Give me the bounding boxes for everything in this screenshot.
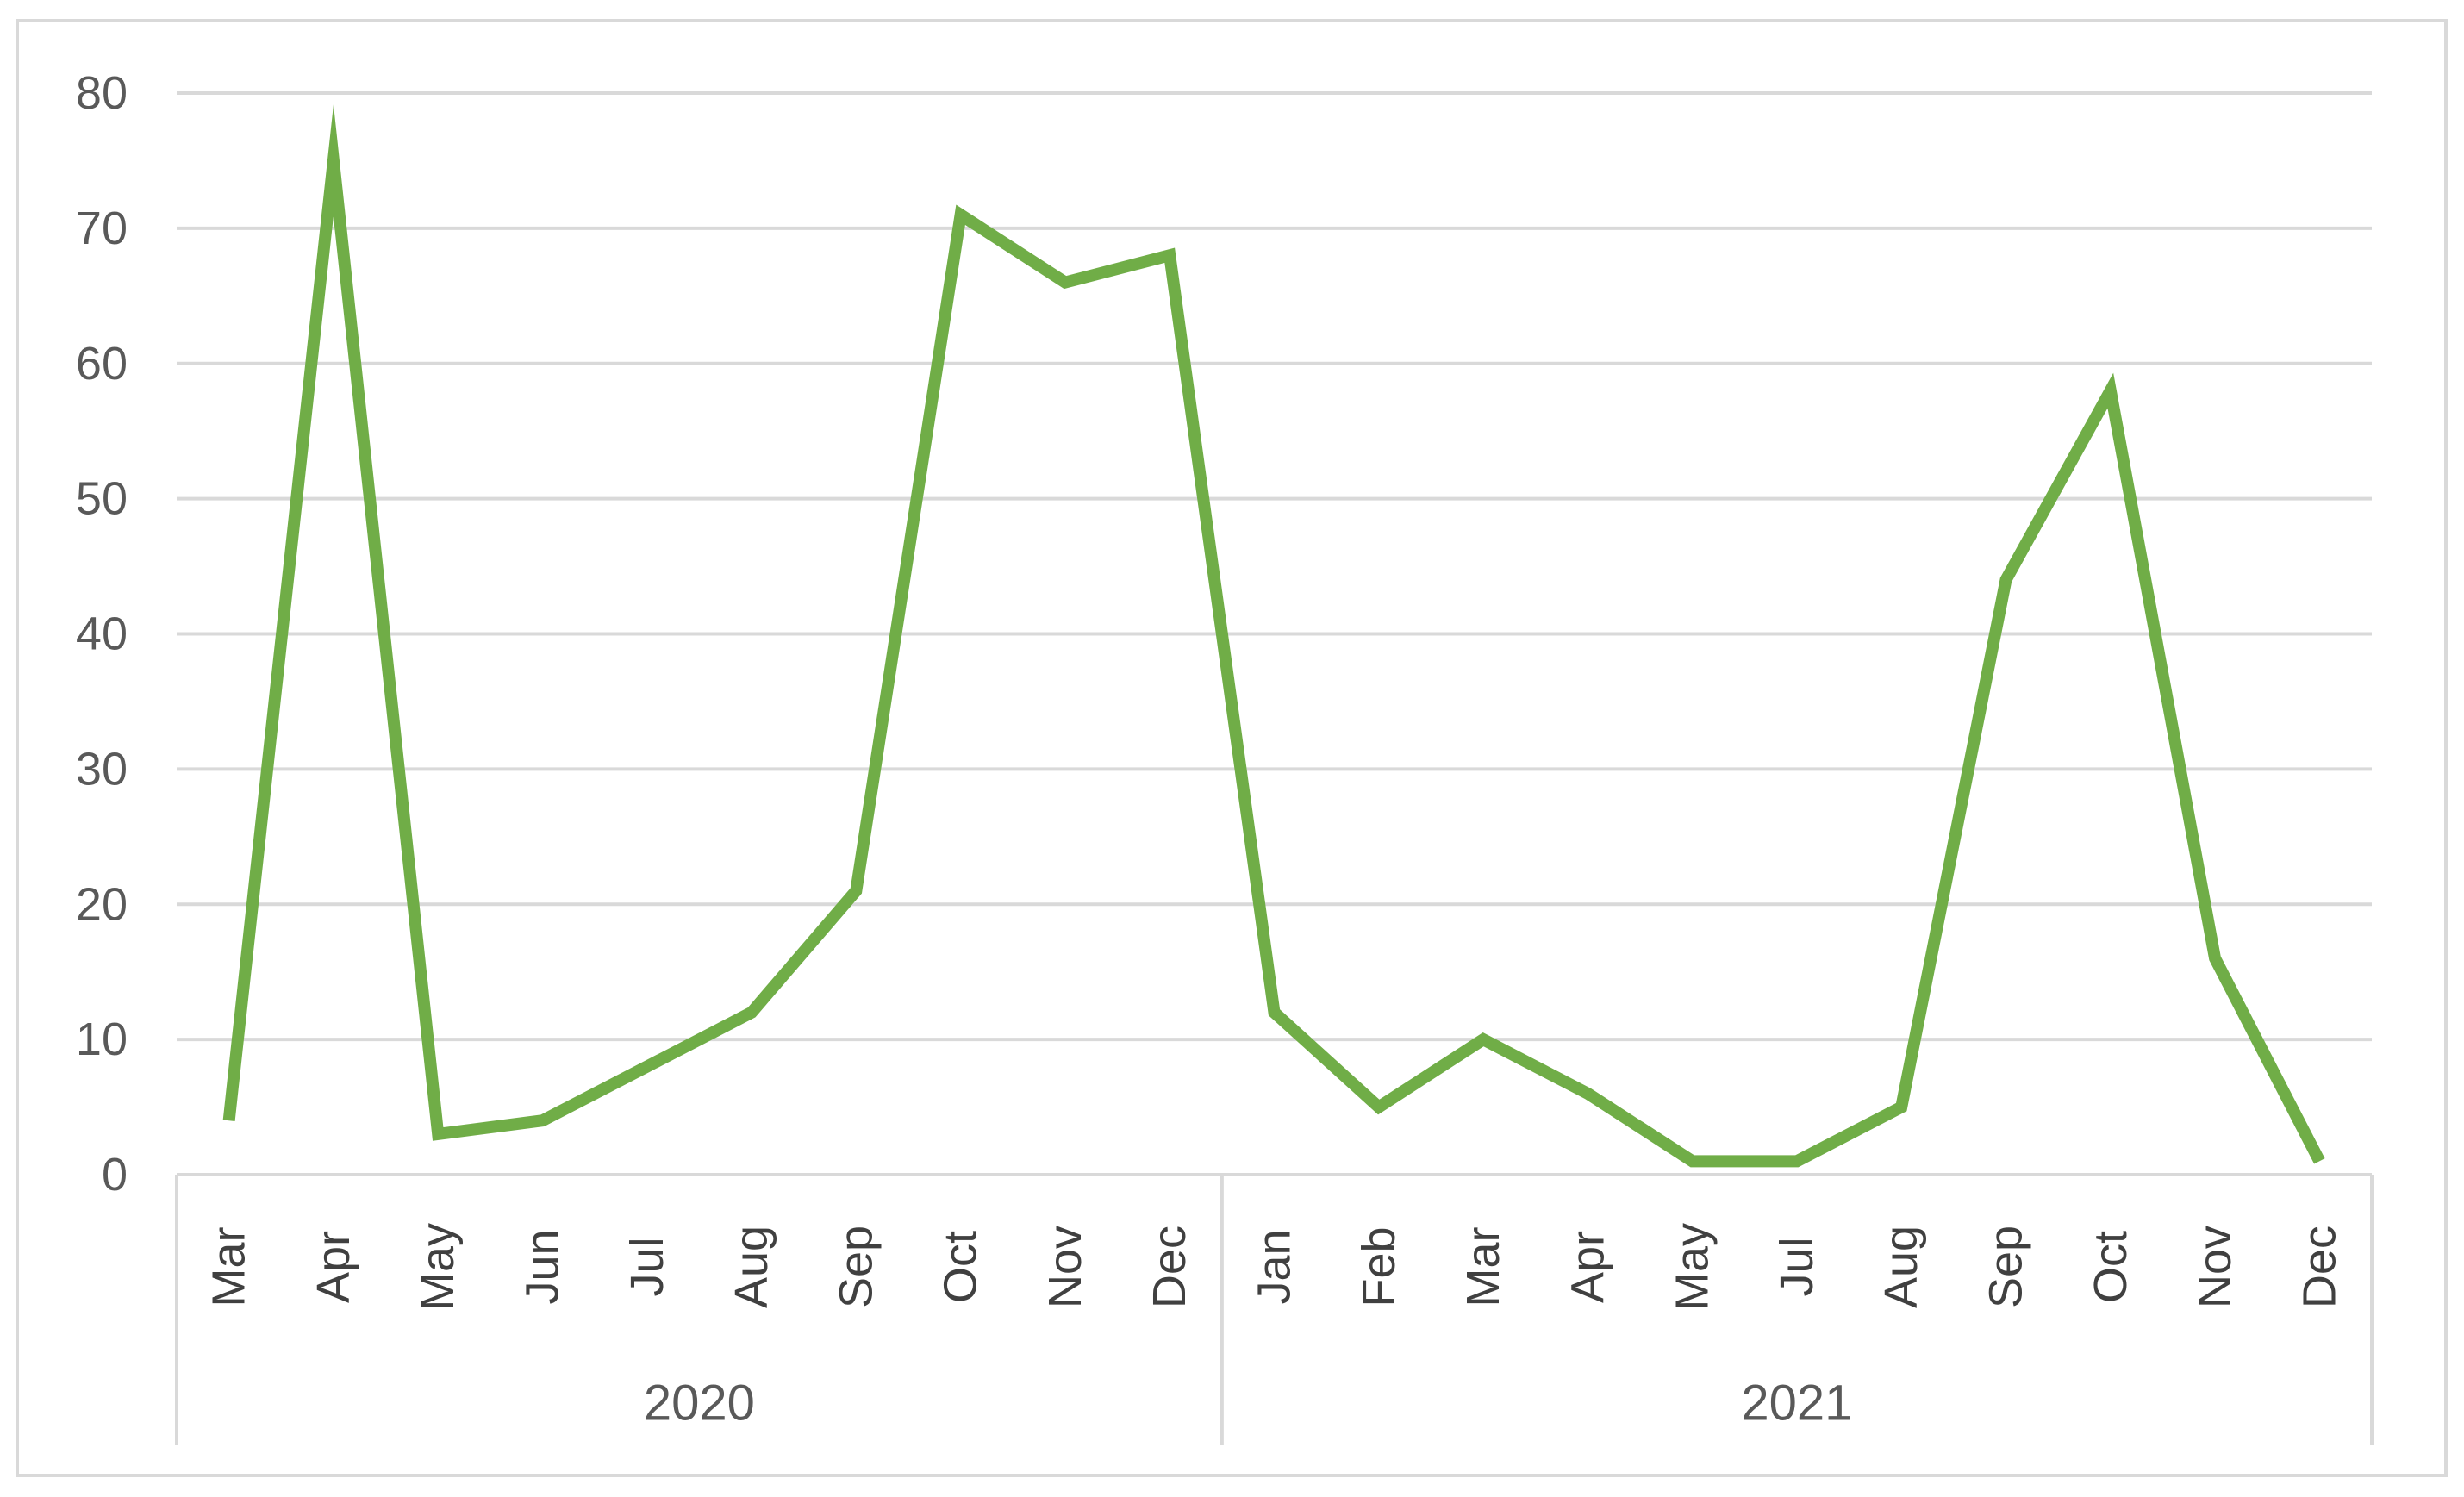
x-tick-label: May	[1667, 1223, 1719, 1311]
x-tick-label: Mar	[1457, 1226, 1509, 1307]
x-tick-label: Mar	[203, 1226, 255, 1307]
data-point	[2006, 579, 2007, 581]
x-axis: Mar Apr May Jun Jul Aug Sep Oct Nov Dec Jan Feb Mar A…	[175, 1173, 2374, 1445]
x-tick-label: Aug	[726, 1226, 777, 1308]
x-tick-label: Sep	[830, 1226, 882, 1308]
data-point	[437, 1133, 439, 1135]
data-point	[2110, 390, 2112, 391]
x-tick-label: Jul	[1771, 1237, 1823, 1296]
data-point	[1692, 1160, 1694, 1162]
data-point	[1274, 1012, 1276, 1014]
data-point	[960, 214, 962, 215]
series-layer	[222, 104, 2325, 1168]
x-tick-label: Feb	[1353, 1226, 1405, 1307]
data-point	[1796, 1160, 1798, 1162]
x-tick-label: Jun	[517, 1229, 569, 1304]
data-point	[1378, 1107, 1380, 1108]
x-tick-label: Jan	[1249, 1229, 1301, 1304]
group-label: 2020	[644, 1375, 755, 1432]
data-point	[1169, 254, 1170, 256]
x-tick-label: Apr	[1562, 1231, 1613, 1303]
y-tick-label: 20	[76, 878, 128, 930]
data-point	[855, 890, 857, 892]
y-axis: 0 10 20 30 40 50 60 70 80	[76, 67, 128, 1201]
x-tick-label: Oct	[2085, 1231, 2137, 1303]
y-tick-label: 60	[76, 338, 128, 390]
x-tick-label: Aug	[1875, 1226, 1927, 1308]
x-tick-label: May	[412, 1223, 464, 1311]
data-point	[751, 1012, 752, 1014]
data-point	[1900, 1107, 1902, 1108]
data-point	[542, 1120, 544, 1121]
y-tick-label: 70	[76, 203, 128, 254]
x-tick-label: Jul	[621, 1237, 673, 1296]
y-tick-label: 30	[76, 743, 128, 795]
y-tick-label: 0	[102, 1149, 128, 1201]
data-point	[333, 159, 334, 161]
x-tick-label: Nov	[1039, 1226, 1091, 1308]
x-tick-label: Dec	[1144, 1226, 1195, 1308]
x-tick-label: Dec	[2293, 1226, 2345, 1308]
data-point	[2318, 1160, 2320, 1162]
x-tick-label: Nov	[2189, 1226, 2241, 1308]
chart-frame	[16, 19, 2448, 1477]
data-point	[1587, 1093, 1588, 1095]
series-line	[222, 104, 2325, 1168]
x-tick-label: Oct	[935, 1231, 987, 1303]
data-point	[228, 1120, 230, 1121]
x-tick-label: Apr	[308, 1231, 359, 1303]
data-point	[1064, 282, 1066, 284]
y-tick-label: 80	[76, 67, 128, 119]
y-tick-label: 50	[76, 473, 128, 525]
group-label: 2021	[1741, 1375, 1852, 1432]
data-point	[1482, 1039, 1484, 1040]
data-point	[646, 1066, 648, 1068]
gridlines	[177, 91, 2372, 1042]
y-tick-label: 40	[76, 608, 128, 660]
x-tick-label: Sep	[1981, 1226, 2032, 1308]
y-tick-label: 10	[76, 1014, 128, 1065]
data-point	[2214, 957, 2216, 959]
